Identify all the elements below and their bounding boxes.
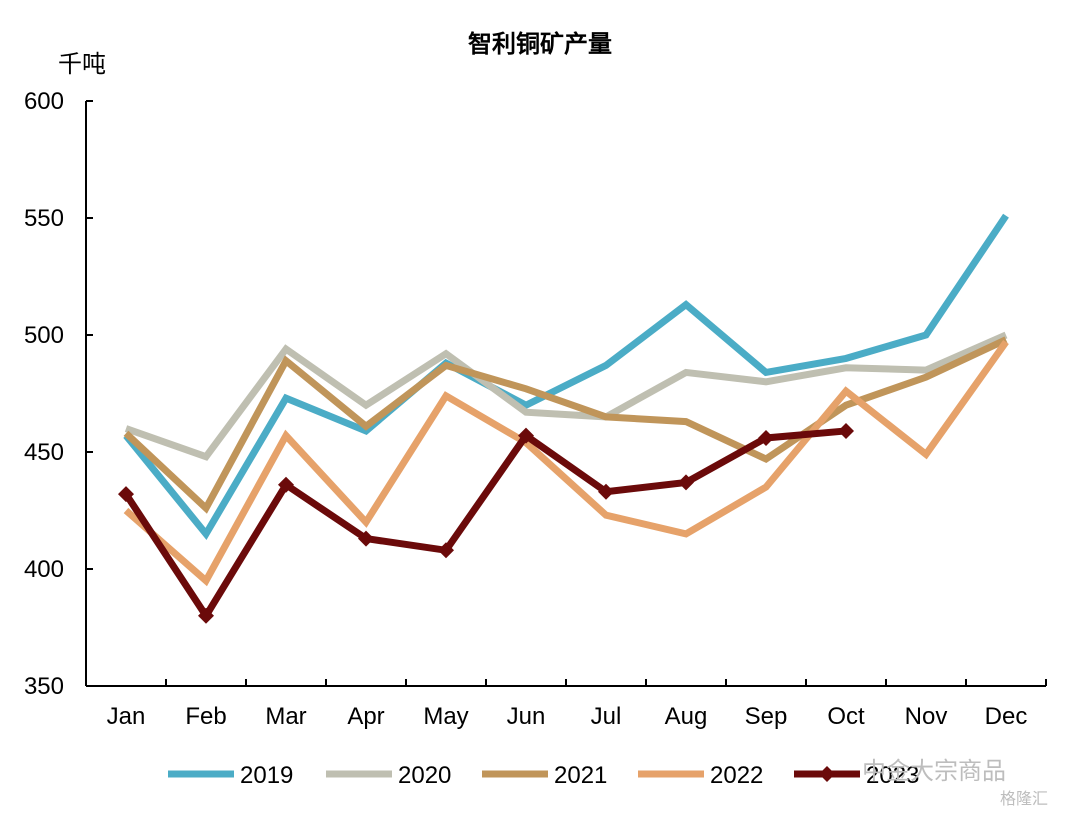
y-axis-unit-label: 千吨: [58, 50, 106, 78]
legend-label-2022: 2022: [710, 762, 763, 789]
y-tick-label: 600: [24, 88, 64, 115]
x-tick-label: Dec: [985, 703, 1028, 730]
y-tick-label: 550: [24, 205, 64, 232]
data-point-marker: [838, 422, 854, 439]
series-line-2019: [123, 213, 1009, 541]
data-point-marker: [598, 483, 614, 500]
legend-marker-2023: [819, 766, 835, 782]
x-tick-label: May: [423, 703, 468, 730]
x-tick-label: Jan: [107, 703, 146, 730]
data-point-marker: [358, 530, 374, 547]
legend-label-2020: 2020: [398, 762, 451, 789]
y-tick-label: 450: [24, 439, 64, 466]
y-tick-label: 400: [24, 556, 64, 583]
data-point-marker: [438, 542, 454, 559]
data-point-marker: [518, 427, 534, 444]
legend: 2019 2020 2021 2022 2023: [168, 762, 919, 789]
y-tick-label: 350: [24, 673, 64, 700]
watermark-text: 中金大宗商品: [862, 757, 1006, 785]
x-tick-label: Jul: [591, 703, 622, 730]
data-point-marker: [118, 486, 134, 503]
data-point-marker: [678, 474, 694, 491]
x-tick-label: Mar: [265, 703, 306, 730]
x-tick-label: Nov: [905, 703, 948, 730]
x-tick-label: Sep: [745, 703, 788, 730]
watermark: 中金大宗商品 格隆汇: [862, 757, 1048, 808]
legend-label-2019: 2019: [240, 762, 293, 789]
watermark-text-secondary: 格隆汇: [1000, 789, 1048, 808]
x-tick-label: Apr: [347, 703, 384, 730]
data-point-marker: [278, 476, 294, 493]
legend-label-2023: 2023: [866, 762, 919, 789]
series-line-2023: [123, 427, 847, 623]
series-line-2022: [123, 339, 1009, 587]
series-group: [118, 213, 1009, 624]
y-tick-label: 500: [24, 322, 64, 349]
series-line-2020: [124, 331, 1008, 461]
data-point-marker: [758, 429, 774, 446]
x-tick-label: Jun: [507, 703, 546, 730]
legend-label-2021: 2021: [554, 762, 607, 789]
axes: 350 400 450 500 550 600 Jan Feb Mar Apr May Jun Jul A…: [24, 88, 1047, 730]
x-tick-label: Oct: [827, 703, 865, 730]
x-tick-label: Aug: [665, 703, 708, 730]
data-point-marker: [198, 607, 214, 624]
x-tick-label: Feb: [185, 703, 226, 730]
chart-title: 智利铜矿产量: [468, 30, 612, 58]
